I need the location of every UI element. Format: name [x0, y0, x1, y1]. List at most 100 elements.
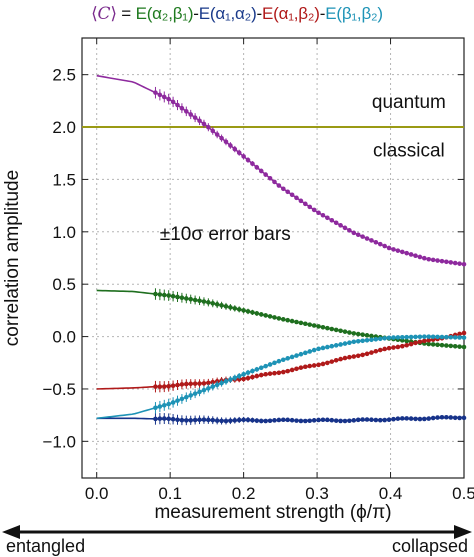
point-C-13 — [210, 128, 216, 134]
point-E_b1b2-54 — [391, 335, 396, 340]
point-E_a2b1-18 — [232, 306, 238, 311]
title-part-8: E(α₁,β₂) — [262, 4, 320, 23]
point-E_a2b1-9 — [192, 297, 198, 303]
point-E_a1b2-32 — [294, 366, 299, 372]
point-C-8 — [188, 112, 194, 117]
point-C-6 — [179, 105, 185, 111]
point-E_b1b2-24 — [258, 365, 264, 371]
point-E_a1a2-26 — [267, 418, 273, 424]
point-E_a1a2-54 — [391, 416, 396, 422]
point-E_b1b2-49 — [369, 337, 374, 343]
point-E_a1a2-33 — [298, 418, 304, 424]
point-E_a2b1-38 — [320, 324, 326, 330]
point-E_a2b1-48 — [364, 333, 370, 338]
point-E_a2b1-35 — [307, 322, 313, 327]
point-C-19 — [236, 150, 242, 156]
point-E_b1b2-51 — [377, 336, 383, 342]
point-E_a1b2-8 — [188, 381, 194, 387]
series-group — [96, 74, 467, 426]
point-E_a1b2-10 — [197, 381, 202, 386]
point-E_b1b2-0 — [153, 405, 158, 411]
point-E_a2b1-13 — [210, 301, 216, 306]
point-E_b1b2-56 — [399, 334, 405, 340]
point-C-18 — [232, 146, 238, 152]
point-E_b1b2-16 — [223, 379, 229, 384]
point-E_a1a2-20 — [241, 417, 246, 423]
point-E_a1b2-56 — [399, 343, 405, 349]
point-C-46 — [355, 232, 361, 238]
point-E_a1a2-32 — [294, 418, 299, 423]
entangled-label: entangled — [6, 536, 85, 556]
arrow-left-head — [2, 525, 20, 539]
point-E_a1b2-61 — [422, 338, 427, 344]
classical-label: classical — [373, 140, 445, 161]
point-E_a1a2-37 — [316, 417, 321, 423]
point-C-37 — [316, 210, 321, 216]
point-E_b1b2-23 — [254, 367, 260, 372]
point-C-51 — [377, 241, 383, 247]
x-tick-label-5: 0.5 — [452, 484, 474, 503]
point-E_a1a2-38 — [320, 417, 326, 423]
point-E_a1a2-3 — [166, 416, 171, 422]
point-E_a2b1-70 — [461, 344, 467, 350]
point-C-2 — [161, 94, 167, 100]
point-E_a1a2-35 — [307, 418, 313, 424]
point-C-14 — [214, 132, 220, 137]
point-E_b1b2-50 — [373, 336, 379, 342]
point-C-49 — [369, 238, 374, 243]
point-E_a1a2-56 — [399, 416, 405, 421]
point-E_a2b1-14 — [214, 302, 220, 307]
point-C-43 — [342, 225, 348, 231]
point-E_a1a2-61 — [422, 416, 427, 422]
point-E_a1a2-5 — [175, 417, 180, 423]
point-E_a1b2-24 — [258, 372, 264, 378]
arrow-right-head — [454, 525, 472, 539]
point-E_a2b1-24 — [258, 312, 264, 317]
point-E_a1a2-12 — [206, 417, 211, 423]
point-E_b1b2-9 — [192, 391, 198, 396]
point-E_a2b1-68 — [452, 343, 458, 349]
title-part-9: - — [319, 4, 326, 23]
point-E_a1b2-27 — [272, 370, 277, 376]
point-E_a2b1-4 — [170, 293, 176, 299]
point-E_b1b2-59 — [413, 334, 418, 340]
point-E_a2b1-5 — [175, 294, 180, 300]
point-E_a1b2-28 — [276, 370, 282, 376]
point-E_b1b2-15 — [219, 380, 224, 386]
point-C-60 — [417, 254, 423, 260]
point-E_a2b1-26 — [267, 314, 273, 319]
point-E_a2b1-29 — [280, 317, 286, 322]
point-C-3 — [166, 96, 171, 102]
point-E_b1b2-42 — [338, 342, 343, 347]
point-E_a1a2-55 — [395, 416, 401, 421]
point-E_a2b1-11 — [201, 299, 207, 304]
point-E_b1b2-63 — [430, 334, 436, 340]
point-E_a1b2-25 — [263, 371, 268, 377]
point-E_a2b1-19 — [236, 307, 242, 312]
point-E_a1a2-48 — [364, 417, 370, 422]
x-tick-label-1: 0.1 — [158, 484, 182, 503]
point-E_a1b2-57 — [404, 342, 410, 348]
point-E_b1b2-8 — [188, 393, 194, 398]
title-part-5: - — [193, 4, 199, 23]
point-C-61 — [422, 255, 427, 261]
point-E_a1a2-11 — [201, 417, 207, 422]
point-E_b1b2-2 — [161, 402, 167, 408]
point-C-23 — [254, 165, 260, 170]
point-C-39 — [325, 215, 330, 221]
point-E_a1b2-38 — [320, 361, 326, 367]
y-tick-label-7: 2.5 — [52, 66, 76, 85]
x-axis-label: measurement strength (ϕ/π) — [154, 502, 391, 523]
point-E_a2b1-20 — [241, 308, 246, 313]
point-C-64 — [435, 258, 440, 263]
x-tick-label-3: 0.3 — [305, 484, 329, 503]
point-E_a1b2-46 — [355, 353, 361, 359]
point-E_b1b2-21 — [245, 370, 251, 375]
point-C-21 — [245, 157, 251, 163]
point-C-44 — [347, 228, 352, 233]
point-E_a1b2-58 — [408, 341, 414, 347]
point-E_a2b1-27 — [272, 315, 277, 320]
annotations: quantum classical ±10σ error bars — [160, 92, 446, 245]
point-C-22 — [250, 161, 255, 166]
point-C-56 — [399, 249, 405, 255]
